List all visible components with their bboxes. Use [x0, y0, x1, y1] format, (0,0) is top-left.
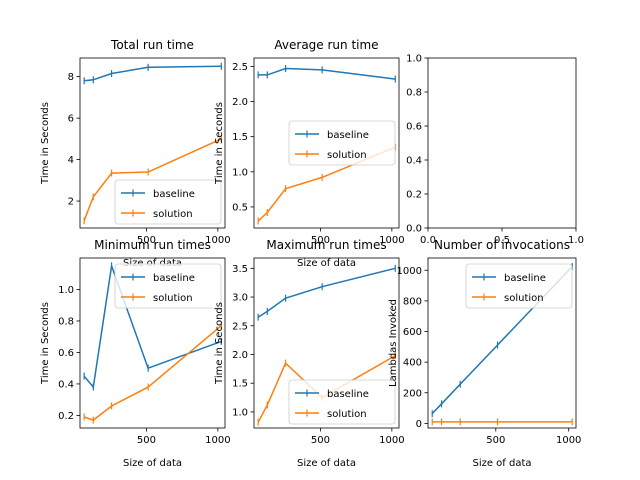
y-tick-label: 1.0: [232, 407, 248, 418]
y-tick-label: 0.6: [406, 122, 422, 133]
y-tick-label: 2: [68, 197, 74, 208]
legend-label-solution: solution: [327, 150, 367, 161]
y-tick-label: 1000: [397, 266, 422, 277]
y-tick-label: 0.2: [58, 411, 74, 422]
y-axis-label: Time in Seconds: [40, 102, 51, 185]
chart-title: Minimum run times: [94, 238, 211, 252]
x-tick-label: 500: [137, 235, 156, 246]
legend: baseline solution: [288, 379, 396, 425]
chart-title: Total run time: [110, 38, 194, 52]
y-axis-label: Time in Seconds: [214, 102, 225, 185]
y-tick-label: 200: [403, 388, 422, 399]
axes-frame: [253, 57, 400, 229]
axes-frame: [253, 257, 400, 429]
x-tick-label: 500: [137, 435, 156, 446]
x-tick-label: 1.0: [568, 235, 584, 246]
y-tick-label: 1.0: [232, 167, 248, 178]
chart-title: Maximum run times: [266, 238, 386, 252]
x-axis-label: Size of data: [297, 258, 356, 269]
panel-5: 500 1000 1.0 1.5 2.0 2.5 3.0 3.5 Maximum run tim…: [214, 238, 405, 469]
legend: baseline solution: [288, 120, 396, 166]
y-tick-label: 0.5: [232, 202, 248, 213]
panel-6: 500 1000 0 200 400 600 800 1000 Number of invoca…: [388, 238, 581, 469]
y-tick-label: 0.2: [406, 190, 422, 201]
legend-label-solution: solution: [153, 209, 193, 220]
y-tick-label: 0.4: [406, 156, 422, 167]
y-tick-label: 0.8: [406, 88, 422, 99]
legend-label-baseline: baseline: [504, 273, 546, 284]
y-tick-label: 3.5: [232, 264, 248, 275]
x-tick-label: 0.5: [494, 235, 510, 246]
x-tick-label: 1000: [205, 435, 230, 446]
axes-frame: [79, 257, 226, 429]
legend-label-solution: solution: [504, 293, 544, 304]
y-tick-label: 6: [68, 114, 74, 125]
legend: baseline solution: [465, 263, 573, 309]
legend-label-solution: solution: [327, 409, 367, 420]
y-tick-label: 600: [403, 327, 422, 338]
y-axis-label: Time in Seconds: [214, 302, 225, 385]
y-tick-label: 800: [403, 296, 422, 307]
axes-frame: [427, 257, 577, 429]
panel-4: 500 1000 0.2 0.4 0.6 0.8 1.0 Minimum run times S…: [40, 238, 231, 469]
y-tick-label: 400: [403, 358, 422, 369]
legend-label-baseline: baseline: [153, 273, 195, 284]
x-axis-label: Size of data: [123, 258, 182, 269]
y-tick-label: 2.5: [232, 62, 248, 73]
y-tick-label: 8: [68, 72, 74, 83]
y-tick-label: 0.0: [406, 224, 422, 235]
panel-2: 500 1000 0.5 1.0 1.5 2.0 2.5 Average run time Si…: [214, 38, 405, 269]
x-tick-label: 0.0: [420, 235, 436, 246]
y-tick-label: 3.0: [232, 293, 248, 304]
legend: baseline solution: [114, 179, 222, 225]
y-tick-label: 1.5: [232, 379, 248, 390]
y-axis-label: Lambdas Invoked: [388, 299, 399, 387]
x-axis-label: Size of data: [297, 458, 356, 469]
y-tick-label: 2.0: [232, 350, 248, 361]
y-tick-label: 0.8: [58, 316, 74, 327]
axes-frame: [79, 57, 226, 229]
y-tick-label: 1.0: [406, 54, 422, 65]
x-tick-label: 1000: [379, 235, 404, 246]
series-line-baseline: [257, 267, 396, 318]
x-tick-label: 1000: [556, 435, 581, 446]
x-tick-label: 1000: [379, 435, 404, 446]
x-axis-label: Size of data: [472, 458, 531, 469]
legend-label-baseline: baseline: [153, 189, 195, 200]
series-line-baseline: [258, 67, 396, 80]
legend: baseline solution: [114, 263, 222, 309]
y-tick-label: 0: [416, 419, 422, 430]
y-tick-label: 4: [68, 155, 74, 166]
y-tick-label: 0.6: [58, 348, 74, 359]
panel-3: 0.0 0.5 1.0 0.0 0.2 0.4 0.6 0.8 1.0: [406, 54, 584, 247]
x-tick-label: 500: [311, 235, 330, 246]
chart-title: Number of invocations: [434, 238, 570, 252]
panel-1: 500 1000 2 4 6 8 Total run time Size of data Tim…: [40, 38, 231, 269]
axes-frame: [427, 57, 577, 229]
y-tick-label: 2.0: [232, 97, 248, 108]
x-tick-label: 500: [311, 435, 330, 446]
legend-label-baseline: baseline: [327, 389, 369, 400]
y-tick-label: 0.4: [58, 379, 74, 390]
series-line-baseline: [84, 65, 222, 82]
x-tick-label: 1000: [205, 235, 230, 246]
x-axis-label: Size of data: [123, 458, 182, 469]
chart-title: Average run time: [274, 38, 378, 52]
legend-label-baseline: baseline: [327, 130, 369, 141]
y-axis-label: Time in Seconds: [40, 302, 51, 385]
series-line-solution: [83, 325, 222, 421]
y-tick-label: 2.5: [232, 321, 248, 332]
y-tick-label: 1.0: [58, 285, 74, 296]
x-tick-label: 500: [486, 435, 505, 446]
y-tick-label: 1.5: [232, 132, 248, 143]
legend-label-solution: solution: [153, 293, 193, 304]
